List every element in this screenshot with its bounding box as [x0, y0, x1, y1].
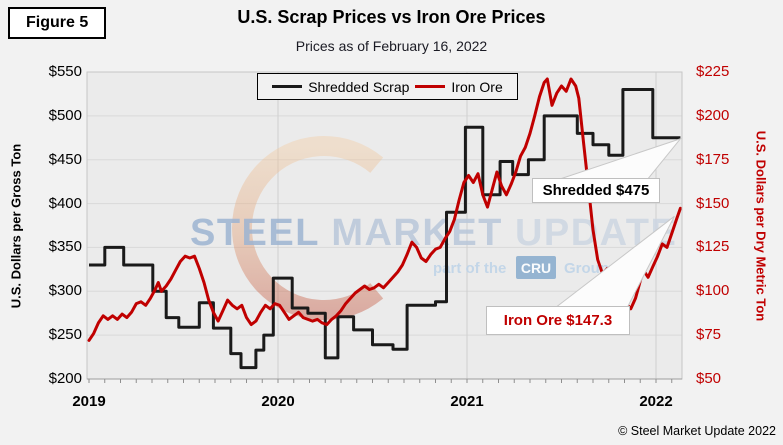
- left-axis-tick-label: $300: [48, 282, 82, 300]
- legend-label-shredded-scrap: Shredded Scrap: [308, 78, 410, 95]
- left-axis-tick-label: $450: [48, 150, 82, 168]
- legend-label-iron-ore: Iron Ore: [451, 78, 503, 95]
- x-axis-year-label: 2021: [450, 393, 484, 410]
- annotation-shredded-price-text: Shredded $475: [542, 182, 650, 199]
- right-axis-tick-label: $75: [696, 326, 722, 344]
- right-axis-tick-label: $225: [696, 63, 730, 80]
- annotation-iron-ore-price-text: Iron Ore $147.3: [503, 312, 613, 329]
- left-axis-tick-label: $200: [48, 370, 82, 387]
- left-axis-tick-label: $500: [48, 106, 82, 124]
- figure-label-box: Figure 5: [8, 7, 107, 39]
- x-axis-year-label: 2019: [72, 393, 106, 410]
- chart-title: U.S. Scrap Prices vs Iron Ore Prices: [237, 7, 546, 27]
- left-axis-tick-label: $400: [48, 194, 82, 212]
- right-axis-tick-label: $200: [696, 106, 730, 124]
- right-axis-tick-label: $100: [696, 282, 730, 300]
- watermark-crescent-icon: [231, 136, 384, 320]
- figure-label: Figure 5: [26, 14, 89, 31]
- annotation-shredded-price: Shredded $475: [532, 178, 660, 203]
- watermark-cru-box: [516, 256, 556, 279]
- left-axis-tick-label: $550: [48, 63, 82, 80]
- right-axis-tick-label: $150: [696, 194, 730, 212]
- watermark-cru-text: CRU: [521, 260, 551, 276]
- x-axis-year-label: 2022: [639, 393, 673, 410]
- left-axis-tick-label: $350: [48, 238, 82, 256]
- watermark-tagline-prefix: part of the: [433, 260, 506, 277]
- series-shredded-scrap: [89, 88, 681, 370]
- legend-line-shredded-scrap-icon: [272, 85, 303, 88]
- right-axis-tick-label: $125: [696, 238, 730, 256]
- right-axis-tick-label: $175: [696, 150, 730, 168]
- right-axis-tick-label: $50: [696, 370, 722, 387]
- watermark-text: STEEL MARKET UPDATE: [190, 212, 677, 254]
- plot-area: STEEL MARKET UPDATE part of the CRU Group S…: [86, 71, 683, 402]
- chart-subtitle: Prices as of February 16, 2022: [295, 38, 488, 54]
- legend: Shredded Scrap Iron Ore: [257, 73, 518, 100]
- copyright-notice: © Steel Market Update 2022: [618, 424, 776, 438]
- left-axis-tick-label: $250: [48, 326, 82, 344]
- legend-line-iron-ore-icon: [415, 85, 446, 88]
- x-axis-year-label: 2020: [261, 393, 295, 410]
- annotation-iron-ore-price: Iron Ore $147.3: [486, 306, 630, 335]
